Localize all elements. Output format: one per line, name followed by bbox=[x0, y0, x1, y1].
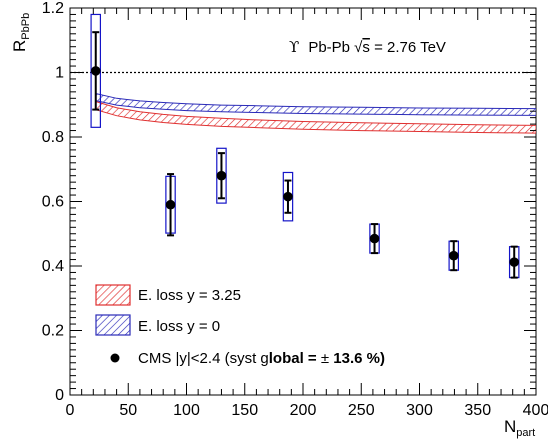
svg-text:RPbPb: RPbPb bbox=[10, 13, 32, 52]
x-tick-label-250: 250 bbox=[348, 402, 375, 419]
legend-cms-part2: lobal = bbox=[269, 350, 321, 367]
y-tick-label-4: 0.8 bbox=[42, 129, 64, 146]
data-point-3 bbox=[283, 191, 293, 202]
y-axis-title-sub: PbPb bbox=[20, 13, 32, 40]
band-eloss-325 bbox=[95, 100, 536, 134]
x-tick-label-300: 300 bbox=[406, 402, 433, 419]
x-tick-label-100: 100 bbox=[173, 402, 200, 419]
y-tick-label-0: 0 bbox=[55, 387, 64, 404]
legend-swatch-eloss-0 bbox=[95, 314, 131, 336]
legend-label-cms: CMS |y|<2.4 (syst global = ± 13.6 %) bbox=[138, 350, 385, 367]
sqrt-symbol: √ bbox=[354, 39, 363, 56]
y-axis-title: RPbPb bbox=[10, 13, 32, 52]
y-tick-label-5: 1 bbox=[55, 65, 64, 82]
x-axis-ticks: 0 50 100 150 200 250 300 350 400 bbox=[66, 8, 548, 419]
y-axis-title-main: R bbox=[10, 40, 29, 52]
x-tick-label-200: 200 bbox=[290, 402, 317, 419]
legend-swatch-eloss-325 bbox=[95, 284, 131, 306]
legend-label-eloss-325: E. loss y = 3.25 bbox=[138, 287, 241, 304]
plot-frame bbox=[69, 7, 537, 396]
x-tick-label-150: 150 bbox=[231, 402, 258, 419]
upsilon-symbol: ϒ bbox=[289, 38, 299, 56]
svg-text:ϒPb-Pb √s = 2.76 TeV: ϒ Pb-Pb √s = 2.76 TeV bbox=[289, 38, 446, 56]
svg-text:Npart: Npart bbox=[504, 417, 535, 439]
x-tick-label-50: 50 bbox=[119, 402, 137, 419]
data-point-2 bbox=[216, 170, 227, 181]
y-axis-ticks: 0 0.2 0.4 0.6 0.8 1 1.2 bbox=[42, 0, 536, 404]
x-axis-title: Npart bbox=[504, 417, 535, 439]
legend-cms-part3: 13.6 %) bbox=[329, 350, 385, 367]
systematic-boxes bbox=[90, 13, 520, 279]
y-tick-label-1: 0.2 bbox=[42, 323, 64, 340]
y-tick-label-2: 0.4 bbox=[42, 258, 64, 275]
legend-label-eloss-0: E. loss y = 0 bbox=[138, 318, 220, 335]
model-bands bbox=[95, 92, 536, 134]
x-tick-label-0: 0 bbox=[66, 402, 75, 419]
sqrt-s-variable: s bbox=[362, 39, 370, 56]
y-tick-label-3: 0.6 bbox=[42, 194, 64, 211]
data-point-1 bbox=[165, 199, 176, 210]
collision-annotation: ϒ Pb-Pb √s = 2.76 TeV bbox=[289, 38, 446, 56]
x-tick-label-400: 400 bbox=[523, 402, 548, 419]
x-tick-label-350: 350 bbox=[464, 402, 491, 419]
data-point-4 bbox=[369, 233, 380, 244]
legend-cms-pm: ± bbox=[321, 350, 329, 367]
band-eloss-0 bbox=[95, 92, 536, 116]
legend-cms-part1: CMS |y|<2.4 (syst g bbox=[138, 350, 269, 367]
data-point-6 bbox=[509, 257, 520, 267]
y-tick-label-6: 1.2 bbox=[42, 0, 64, 17]
legend: E. loss y = 3.25 E. loss y = 0 CMS |y|<2… bbox=[95, 284, 385, 367]
data-point-5 bbox=[448, 250, 459, 261]
annotation-collision: Pb-Pb bbox=[308, 39, 354, 56]
x-axis-title-sub: part bbox=[516, 427, 535, 439]
legend-marker-cms bbox=[110, 353, 120, 363]
data-point-0 bbox=[90, 66, 101, 76]
data-points bbox=[90, 31, 520, 279]
annotation-energy: = 2.76 TeV bbox=[370, 39, 446, 56]
x-axis-title-main: N bbox=[504, 417, 516, 436]
